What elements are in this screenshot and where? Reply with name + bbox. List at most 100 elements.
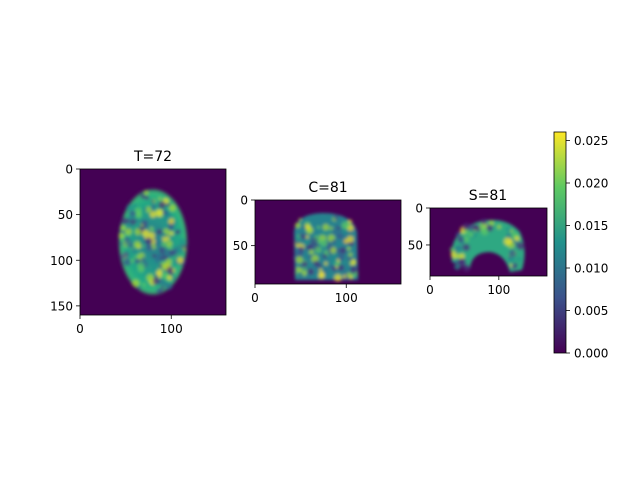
image-texture xyxy=(120,254,126,260)
image-texture xyxy=(306,275,310,279)
image-texture xyxy=(456,253,462,259)
image-texture xyxy=(120,241,124,246)
image-texture xyxy=(330,257,338,264)
brain-image xyxy=(118,188,188,296)
image-texture xyxy=(305,235,309,239)
image-texture xyxy=(175,229,181,235)
image-texture xyxy=(156,288,161,293)
image-texture xyxy=(334,274,342,282)
brain-image xyxy=(449,218,525,272)
image-texture xyxy=(118,232,125,239)
image-texture xyxy=(303,240,310,246)
image-texture xyxy=(336,258,341,263)
image-texture xyxy=(316,225,321,229)
image-texture xyxy=(308,269,315,276)
image-texture xyxy=(132,203,138,209)
brain-image xyxy=(293,213,358,282)
image-texture xyxy=(313,260,319,267)
image-texture xyxy=(161,286,165,290)
colorbar-tick-label: 0.010 xyxy=(574,262,608,276)
image-texture xyxy=(481,228,489,236)
image-texture xyxy=(348,260,352,264)
image-texture xyxy=(449,247,455,253)
image-texture xyxy=(330,227,339,236)
image-texture xyxy=(133,240,141,249)
image-texture xyxy=(146,273,155,282)
image-texture xyxy=(152,277,161,285)
image-texture xyxy=(141,261,146,266)
image-texture xyxy=(129,243,133,247)
image-texture xyxy=(337,264,345,272)
image-texture xyxy=(347,219,353,224)
image-texture xyxy=(329,265,334,270)
image-texture xyxy=(155,209,163,217)
image-texture xyxy=(134,228,142,236)
image-texture xyxy=(335,224,339,228)
image-texture xyxy=(294,247,301,254)
image-texture xyxy=(308,255,312,259)
image-texture xyxy=(514,236,520,242)
y-tick-label: 0 xyxy=(240,194,248,208)
image-texture xyxy=(346,235,354,243)
image-texture xyxy=(295,235,303,243)
image-texture xyxy=(346,272,352,278)
y-tick-label: 0 xyxy=(65,163,73,177)
image-texture xyxy=(322,223,330,231)
axes-frame xyxy=(429,207,548,277)
image-texture xyxy=(156,229,163,235)
image-texture xyxy=(132,279,140,287)
image-texture xyxy=(169,246,173,251)
image-texture xyxy=(145,206,152,213)
image-texture xyxy=(152,266,159,272)
image-texture xyxy=(517,257,522,262)
image-texture xyxy=(322,254,327,259)
image-texture xyxy=(135,218,139,223)
image-texture xyxy=(135,212,142,219)
image-texture xyxy=(150,227,155,232)
image-texture xyxy=(341,221,350,230)
image-texture xyxy=(149,211,157,218)
image-texture xyxy=(472,224,478,230)
image-texture xyxy=(503,237,512,246)
x-tick-label: 100 xyxy=(487,283,510,297)
y-tick-label: 50 xyxy=(408,238,423,252)
x-tick-label: 0 xyxy=(76,322,84,336)
image-texture xyxy=(296,271,304,279)
image-texture xyxy=(339,259,344,264)
image-texture xyxy=(158,197,162,201)
image-texture xyxy=(342,274,347,279)
image-texture xyxy=(152,254,156,258)
image-texture xyxy=(298,218,302,222)
axial-slice-panel: T=72 0 100 0 50 100 150 xyxy=(50,149,227,336)
y-tick-label: 50 xyxy=(58,208,73,222)
image-texture xyxy=(161,262,170,270)
image-texture xyxy=(462,264,471,272)
colorbar: 0.000 0.005 0.010 0.015 0.020 0.025 xyxy=(553,131,608,361)
image-texture xyxy=(346,246,351,251)
image-texture xyxy=(141,219,147,225)
image-texture xyxy=(150,199,155,203)
image-texture xyxy=(120,225,126,231)
image-texture xyxy=(121,230,126,234)
panel-title: S=81 xyxy=(469,188,507,204)
image-texture xyxy=(129,246,136,252)
image-texture xyxy=(138,285,142,289)
image-texture xyxy=(178,246,182,251)
y-tick-label: 100 xyxy=(50,254,73,268)
image-texture xyxy=(463,229,469,235)
image-texture xyxy=(177,257,184,264)
image-texture xyxy=(317,239,322,244)
x-tick-label: 100 xyxy=(160,322,183,336)
image-texture xyxy=(301,268,306,273)
image-texture xyxy=(331,239,336,244)
image-texture xyxy=(294,222,301,229)
image-texture xyxy=(144,190,149,196)
image-texture xyxy=(146,244,153,251)
image-texture xyxy=(169,231,174,236)
image-texture xyxy=(509,229,513,233)
image-texture xyxy=(462,243,470,252)
image-texture xyxy=(349,265,358,274)
image-texture xyxy=(164,216,170,222)
image-texture xyxy=(166,240,173,247)
